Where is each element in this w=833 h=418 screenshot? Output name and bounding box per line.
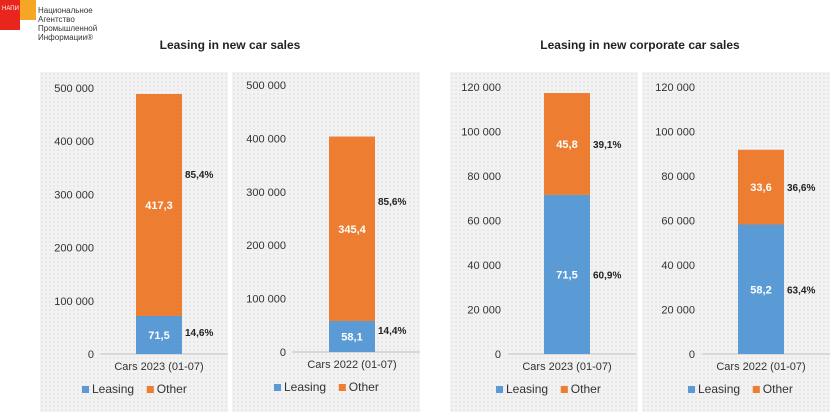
share-label-leasing: 14,6% [185, 328, 213, 339]
y-tick-label: 100 000 [54, 296, 94, 308]
logo-full-name: Национальное Агентство Промышленной Инфо… [38, 6, 98, 42]
legend-label-leasing: Leasing [92, 382, 134, 396]
legend-swatch-other [338, 384, 346, 391]
x-category-label: Cars 2022 (01-07) [716, 361, 805, 373]
y-tick-label: 500 000 [246, 80, 286, 92]
y-tick-label: 300 000 [54, 189, 94, 201]
bar-other [329, 136, 375, 321]
data-label-other: 33,6 [750, 182, 771, 194]
share-label-leasing: 60,9% [593, 270, 621, 281]
y-tick-label: 100 000 [461, 127, 501, 139]
logo-short-name: НАПИ [2, 6, 19, 12]
logo-red-block [0, 0, 20, 30]
y-tick-label: 60 000 [661, 216, 695, 228]
y-tick-label: 20 000 [467, 305, 501, 317]
title-new-car-sales: Leasing in new car sales [159, 38, 301, 52]
legend-swatch-leasing [496, 386, 503, 393]
bar-other [544, 93, 590, 195]
data-label-other: 345,4 [338, 224, 366, 236]
bar-leasing [738, 224, 784, 354]
chart-panel-1 [40, 72, 228, 412]
y-tick-label: 80 000 [661, 171, 695, 183]
logo-orange-block [20, 0, 36, 20]
legend-label-other: Other [763, 382, 793, 396]
y-tick-label: 500 000 [54, 83, 94, 95]
y-tick-label: 0 [495, 349, 501, 361]
y-tick-label: 120 000 [461, 82, 501, 94]
y-tick-label: 20 000 [661, 305, 695, 317]
x-category-label: Cars 2022 (01-07) [307, 359, 396, 371]
legend-label-other: Other [157, 382, 187, 396]
share-label-other: 85,4% [185, 170, 213, 181]
legend-swatch-other [752, 386, 760, 393]
data-label-leasing: 71,5 [148, 330, 169, 342]
y-tick-label: 0 [280, 347, 286, 359]
y-tick-label: 400 000 [246, 133, 286, 145]
legend-swatch-other [146, 386, 154, 393]
legend-swatch-leasing [82, 386, 89, 393]
bar-other [738, 149, 784, 225]
share-label-leasing: 63,4% [787, 285, 815, 296]
chart-panel-2 [232, 72, 420, 412]
y-tick-label: 400 000 [54, 136, 94, 148]
share-label-other: 39,1% [593, 140, 621, 151]
legend-swatch-other [560, 386, 568, 393]
y-tick-label: 300 000 [246, 187, 286, 199]
y-tick-label: 40 000 [661, 260, 695, 272]
y-tick-label: 100 000 [655, 127, 695, 139]
share-label-leasing: 14,4% [378, 326, 406, 337]
legend-label-other: Other [571, 382, 601, 396]
legend-label-leasing: Leasing [506, 382, 548, 396]
legend-swatch-leasing [688, 386, 695, 393]
data-label-other: 417,3 [145, 200, 173, 212]
title-corporate-car-sales: Leasing in new corporate car sales [540, 38, 740, 52]
data-label-leasing: 58,1 [341, 331, 362, 343]
y-tick-label: 100 000 [246, 294, 286, 306]
y-tick-label: 40 000 [467, 260, 501, 272]
y-tick-label: 0 [689, 349, 695, 361]
data-label-leasing: 58,2 [750, 284, 771, 296]
chart-panel-4 [642, 72, 830, 412]
share-label-other: 85,6% [378, 197, 406, 208]
x-category-label: Cars 2023 (01-07) [114, 361, 203, 373]
y-tick-label: 200 000 [246, 240, 286, 252]
bar-leasing [544, 194, 590, 354]
data-label-other: 45,8 [556, 139, 577, 151]
legend-label-leasing: Leasing [698, 382, 740, 396]
bar-leasing [329, 320, 375, 352]
bar-leasing [136, 315, 182, 354]
napi-logo: НАПИ Национальное Агентство Промышленной… [0, 0, 100, 56]
y-tick-label: 120 000 [655, 82, 695, 94]
legend-label-other: Other [349, 380, 379, 394]
share-label-other: 36,6% [787, 183, 815, 194]
y-tick-label: 80 000 [467, 171, 501, 183]
legend-label-leasing: Leasing [284, 380, 326, 394]
y-tick-label: 0 [88, 349, 94, 361]
bar-other [136, 93, 182, 316]
y-tick-label: 200 000 [54, 243, 94, 255]
y-tick-label: 60 000 [467, 216, 501, 228]
data-label-leasing: 71,5 [556, 269, 577, 281]
x-category-label: Cars 2023 (01-07) [522, 361, 611, 373]
legend-swatch-leasing [274, 384, 281, 391]
